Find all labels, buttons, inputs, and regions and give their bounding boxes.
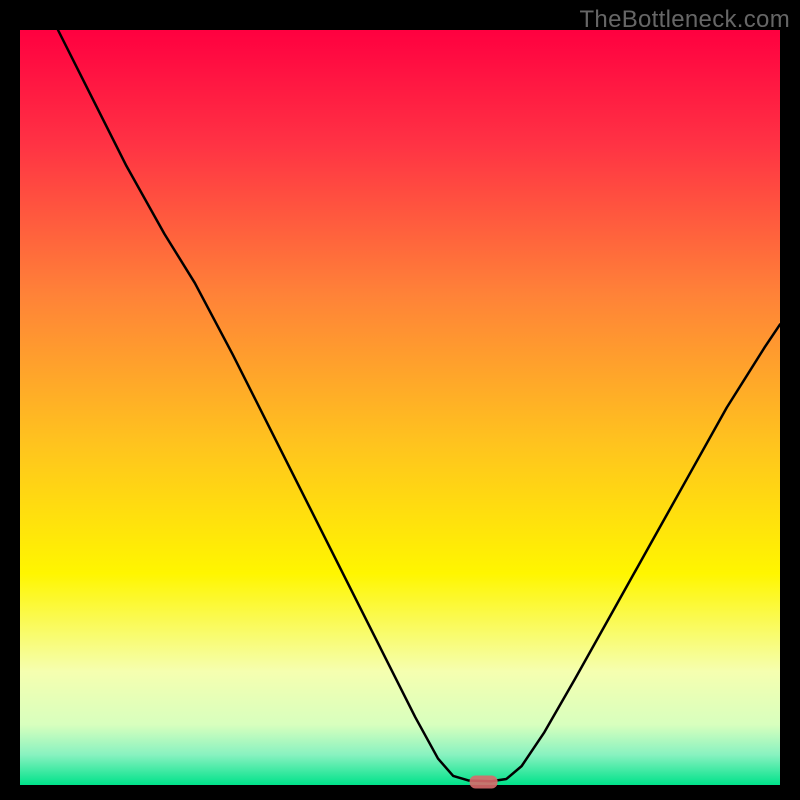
bottleneck-chart: TheBottleneck.com <box>0 0 800 800</box>
optimal-marker <box>470 775 498 788</box>
chart-svg <box>0 0 800 800</box>
plot-background <box>20 30 780 785</box>
watermark-text: TheBottleneck.com <box>579 6 790 34</box>
